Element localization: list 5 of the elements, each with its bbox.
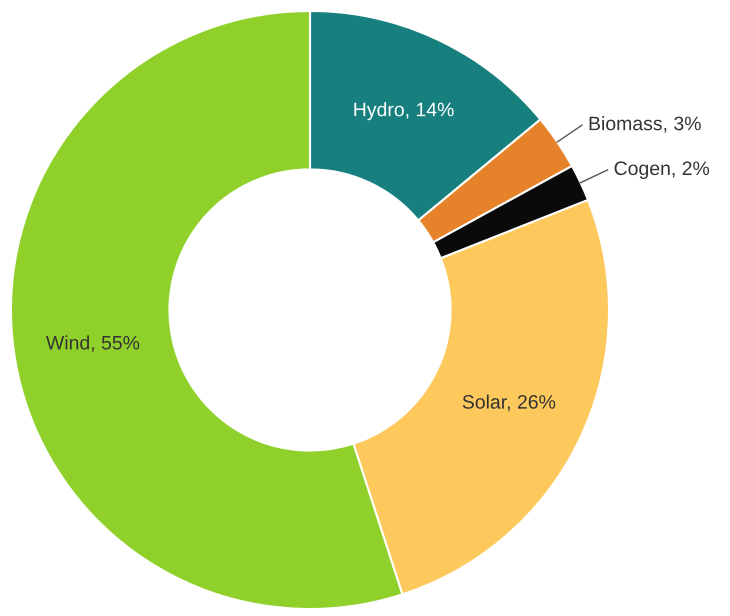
slice-label: Wind, 55%: [46, 335, 140, 352]
slice-label: Solar, 26%: [462, 394, 556, 412]
slice-label: Biomass, 3%: [590, 116, 701, 133]
slice-label: Hydro, 14%: [354, 102, 454, 120]
slice-label: Cogen, 2%: [614, 161, 710, 180]
